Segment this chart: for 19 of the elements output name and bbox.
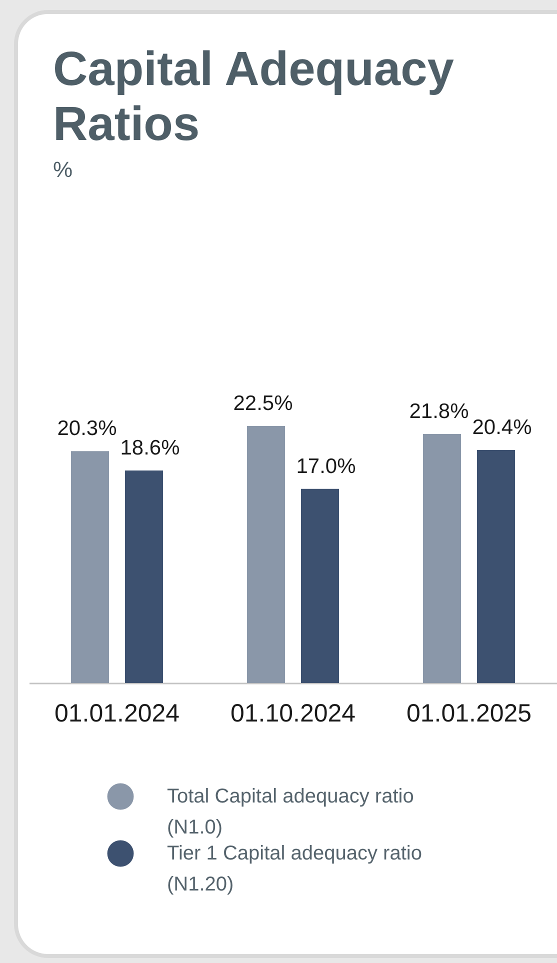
bar (476, 450, 516, 683)
data-label: 18.6% (120, 436, 180, 460)
bar (124, 470, 164, 683)
x-tick-label: 01.10.2024 (230, 700, 356, 728)
chart-subtitle: % (53, 157, 73, 182)
bar (246, 426, 286, 683)
chart-title: Capital Adequacy Ratios (53, 43, 454, 151)
data-label: 20.4% (472, 416, 532, 439)
bar (422, 434, 462, 683)
data-label: 17.0% (296, 454, 356, 478)
x-tick-label: 01.01.2025 (406, 700, 532, 728)
legend-label: Total Capital adequacy ratio (N1.0) (167, 786, 414, 838)
data-label: 22.5% (233, 392, 293, 415)
x-tick-label: 01.01.2024 (54, 700, 180, 728)
legend-label: Tier 1 Capital adequacy ratio (N1.20) (167, 842, 422, 896)
data-label: 20.3% (57, 417, 117, 440)
bar (70, 451, 110, 683)
data-label: 21.8% (409, 400, 469, 423)
bar (300, 488, 340, 683)
